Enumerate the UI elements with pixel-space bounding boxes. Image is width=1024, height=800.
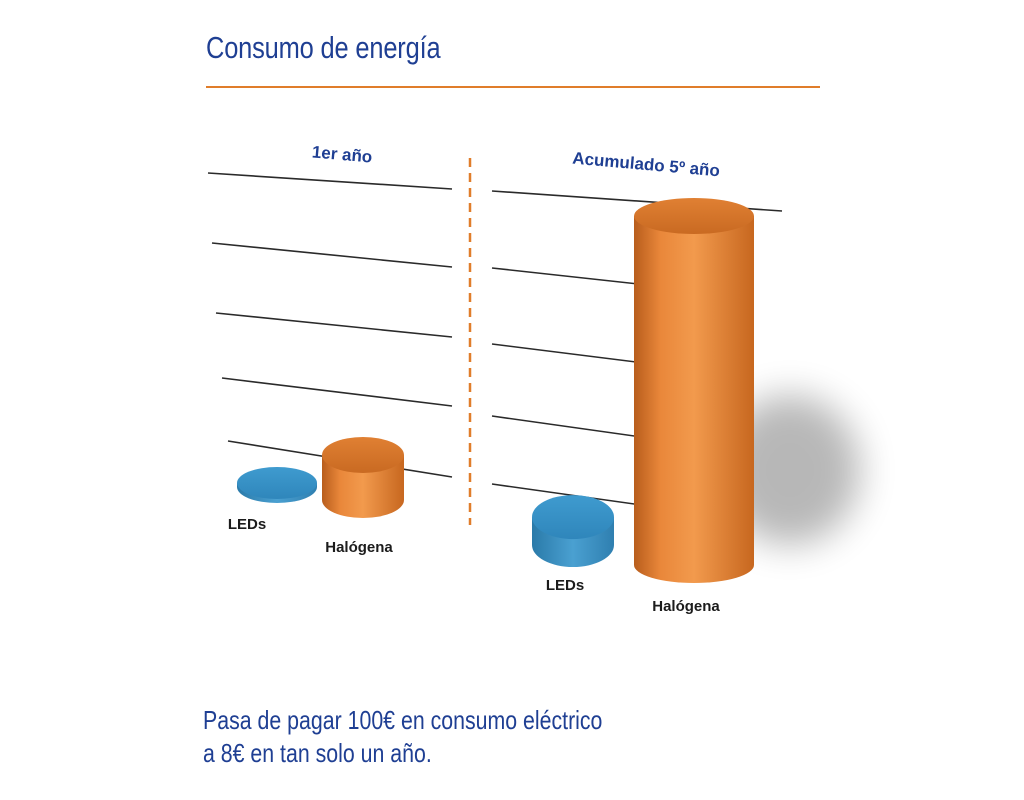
- gridline: [221, 377, 453, 407]
- title-divider: [206, 86, 820, 88]
- caption: Pasa de pagar 100€ en consumo eléctrico …: [203, 704, 602, 770]
- caption-line-2: a 8€ en tan solo un año.: [203, 738, 432, 768]
- page-title: Consumo de energía: [206, 30, 441, 65]
- bar-top: [532, 495, 614, 540]
- bar-shadow: [720, 395, 860, 545]
- gridline: [207, 172, 453, 190]
- bar-leds-1er-ano: [237, 467, 317, 503]
- bar-halogena-5-ano: [634, 198, 754, 583]
- bar-body: [322, 455, 404, 518]
- gridline: [211, 242, 453, 268]
- gridline: [215, 312, 453, 338]
- category-label-leds-5-ano: LEDs: [546, 577, 584, 594]
- caption-line-1: Pasa de pagar 100€ en consumo eléctrico: [203, 705, 603, 735]
- category-label-leds-1er-ano: LEDs: [228, 516, 266, 533]
- bar-halogena-1er-ano: [322, 437, 404, 518]
- bar-top: [322, 437, 404, 473]
- grid-1er-ano: [207, 172, 453, 478]
- category-label-halogena-1er-ano: Halógena: [325, 539, 393, 556]
- bar-top: [634, 198, 754, 234]
- bar-top: [237, 467, 317, 499]
- bar-leds-5-ano: [532, 495, 614, 567]
- category-label-halogena-5-ano: Halógena: [652, 598, 720, 615]
- chart-title-1er-ano: 1er año: [311, 142, 373, 166]
- chart-title-acumulado-5-ano: Acumulado 5º año: [572, 149, 721, 181]
- bar-body: [634, 216, 754, 583]
